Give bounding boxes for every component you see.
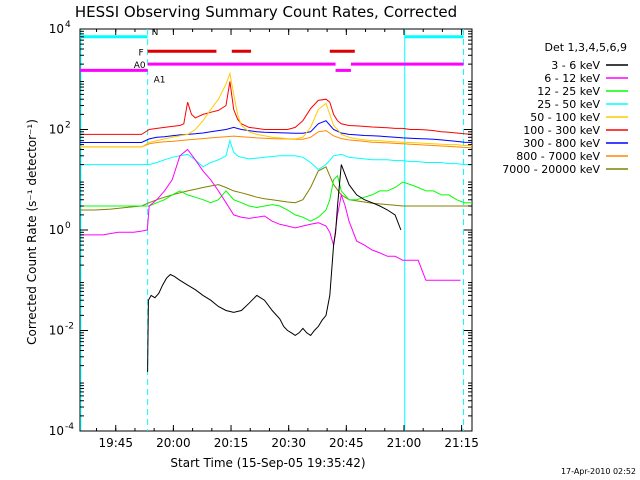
y-tick-label-2: 10 <box>49 223 64 237</box>
x-axis-ticks: 19:45 20:00 20:15 20:30 20:45 21:00 21:15 <box>96 29 479 450</box>
series-line-0 <box>147 164 402 372</box>
series-layer <box>80 71 473 372</box>
legend-label-0: 3 - 6 keV <box>551 59 600 72</box>
y-tick-exp-4: 4 <box>65 20 71 30</box>
y-tick-exp-1: -2 <box>65 322 74 332</box>
x-tick-label-1: 20:00 <box>156 436 191 450</box>
x-tick-label-3: 20:30 <box>271 436 306 450</box>
flag-label-1: F <box>138 48 143 58</box>
chart-title: HESSI Observing Summary Count Rates, Cor… <box>75 3 457 21</box>
x-tick-label-5: 21:00 <box>387 436 422 450</box>
y-tick-label-4: 10 <box>49 22 64 36</box>
series-line-5 <box>80 81 473 135</box>
legend-label-1: 6 - 12 keV <box>544 72 600 85</box>
flag-label-3: A1 <box>154 75 166 85</box>
y-tick-exp-3: 2 <box>65 121 71 131</box>
legend-title: Det 1,3,4,5,6,9 <box>544 41 627 54</box>
y-tick-label-3: 10 <box>49 123 64 137</box>
series-line-4 <box>80 71 472 148</box>
legend-label-6: 300 - 800 keV <box>523 137 600 150</box>
legend-label-7: 800 - 7000 keV <box>516 150 600 163</box>
instrument-vlines <box>80 29 465 431</box>
y-axis-label: Corrected Count Rate (s⁻¹ detector⁻¹) <box>25 119 39 345</box>
series-line-3 <box>80 138 472 171</box>
x-tick-label-4: 20:45 <box>329 436 364 450</box>
timestamp: 17-Apr-2010 02:52 <box>561 467 636 476</box>
plot-border <box>79 28 473 432</box>
y-tick-label-0: 10 <box>49 424 64 438</box>
legend-label-3: 25 - 50 keV <box>537 98 600 111</box>
y-tick-exp-2: 0 <box>65 221 71 231</box>
x-tick-label-2: 20:15 <box>214 436 249 450</box>
x-tick-label-6: 21:15 <box>444 436 479 450</box>
series-line-7 <box>80 130 473 149</box>
y-tick-label-1: 10 <box>49 324 64 338</box>
plot-frame <box>79 28 473 432</box>
y-tick-exp-0: -4 <box>65 422 74 432</box>
flag-label-2: A0 <box>134 61 146 71</box>
x-tick-label-0: 19:45 <box>98 436 133 450</box>
legend-label-5: 100 - 300 keV <box>523 124 600 137</box>
x-axis-label: Start Time (15-Sep-05 19:35:42) <box>170 456 365 470</box>
legend-label-8: 7000 - 20000 keV <box>502 163 600 176</box>
series-line-2 <box>80 174 472 222</box>
legend-label-4: 50 - 100 keV <box>530 111 600 124</box>
series-line-8 <box>80 166 472 211</box>
flag-label-0: N <box>152 28 159 38</box>
series-line-1 <box>80 148 461 281</box>
series-line-6 <box>80 120 473 143</box>
flag-bars: NF A0 A1 <box>80 28 464 85</box>
legend-label-2: 12 - 25 keV <box>537 85 600 98</box>
